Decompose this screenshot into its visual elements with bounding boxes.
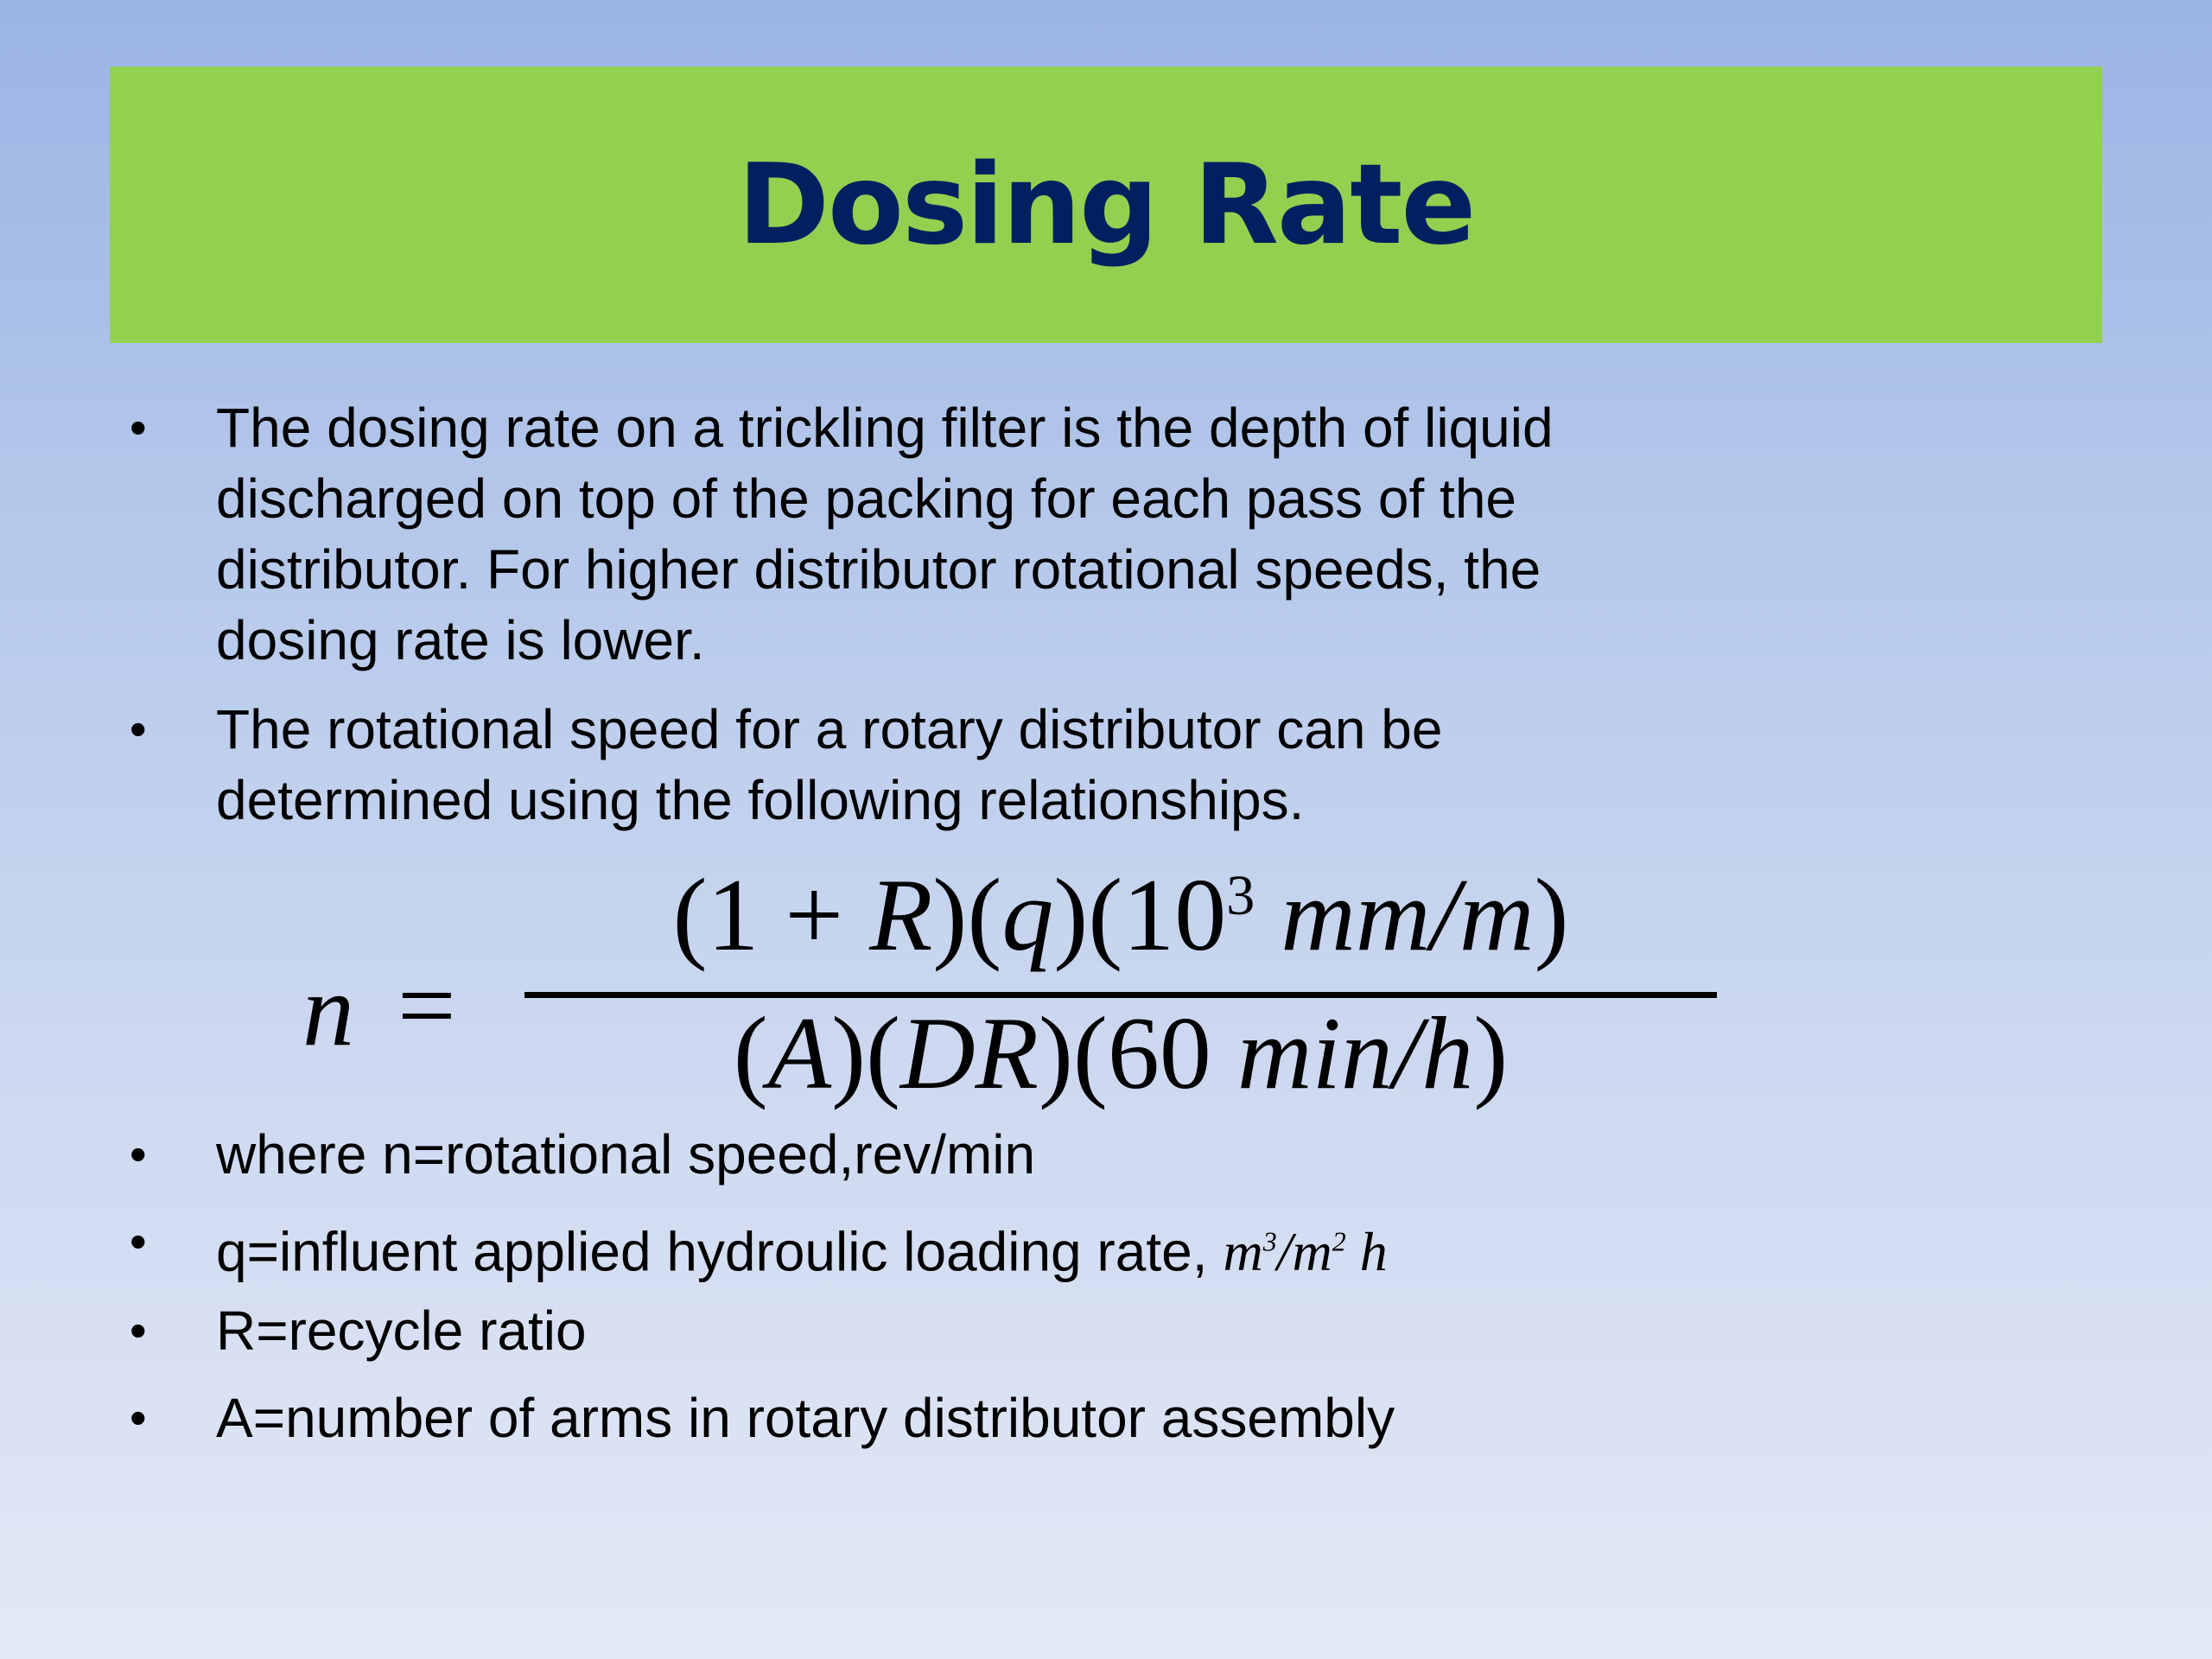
bullet-dosing-rate-definition: • The dosing rate on a trickling filter … xyxy=(130,392,2108,677)
bullet-icon: • xyxy=(130,1390,147,1445)
bullet-line: determined using the following relations… xyxy=(216,769,1305,831)
bullet-line: dosing rate is lower. xyxy=(216,609,705,671)
bullet-line: The rotational speed for a rotary distri… xyxy=(216,698,1443,760)
bullet-rotational-speed: • The rotational speed for a rotary dist… xyxy=(130,694,2108,841)
bullet-icon: • xyxy=(130,400,147,454)
fraction-bar xyxy=(524,992,1717,998)
bullet-line: discharged on top of the packing for eac… xyxy=(216,467,1516,530)
formula-equals: = xyxy=(397,948,456,1063)
bullet-line: R=recycle ratio xyxy=(216,1300,587,1362)
unit-m3-per-m2h: m3/m2 h xyxy=(1223,1221,1388,1283)
bullet-line: distributor. For higher distributor rota… xyxy=(216,538,1541,601)
bullet-icon: • xyxy=(130,1214,147,1268)
title-bar: Dosing Rate xyxy=(110,67,2102,343)
bullet-q: • q=influent applied hydroulic loading r… xyxy=(130,1206,2108,1284)
bullet-line: The dosing rate on a trickling filter is… xyxy=(216,397,1554,459)
formula-lhs: n xyxy=(302,952,354,1067)
bullet-icon: • xyxy=(130,702,147,756)
bullet-line: where n=rotational speed,rev/min xyxy=(216,1123,1036,1185)
slide-title: Dosing Rate xyxy=(737,140,1476,270)
formula-denominator: (A)(DR)(60 min/h) xyxy=(733,995,1509,1110)
bullet-line: q=influent applied hydroulic loading rat… xyxy=(216,1220,1388,1283)
bullet-line: A=number of arms in rotary distributor a… xyxy=(216,1387,1395,1449)
bullet-a: • A=number of arms in rotary distributor… xyxy=(130,1382,2108,1460)
bullet-where-n: • where n=rotational speed,rev/min xyxy=(130,1119,2108,1197)
bullet-icon: • xyxy=(130,1127,147,1181)
bullet-icon: • xyxy=(130,1303,147,1357)
bullet-r: • R=recycle ratio xyxy=(130,1295,2108,1373)
formula-numerator: (1 + R)(q)(103 mm/m) xyxy=(672,857,1569,972)
